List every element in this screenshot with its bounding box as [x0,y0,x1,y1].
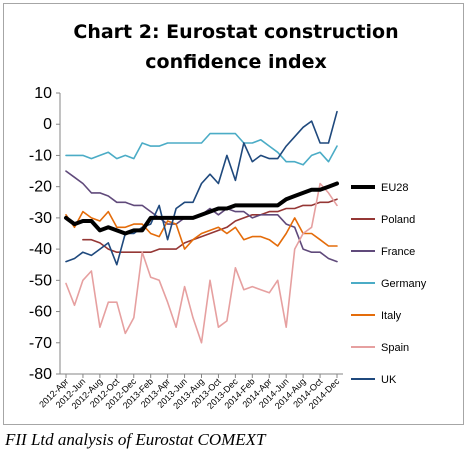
legend: EU28 Poland France Germany Italy Spain UK [351,182,427,386]
legend-label: Poland [381,214,415,226]
y-axis: 10 0 -10 -20 -30 -40 -50 -60 -70 -80 [29,85,61,383]
y-tick-label: -10 [29,147,52,164]
legend-label: Spain [381,342,409,354]
y-tick-label: 10 [34,85,52,102]
y-tick-label: -70 [29,335,52,352]
legend-item-poland: Poland [351,214,415,226]
chart-title-line-1: Chart 2: Eurostat construction [73,21,398,43]
chart-title-line-2: confidence index [145,51,326,73]
chart-title: Chart 2: Eurostat construction confidenc… [73,21,398,73]
y-tick-label: -30 [29,210,52,227]
series-line-spain [65,182,338,344]
series-lines [64,110,339,344]
source-caption: FII Ltd analysis of Eurostat COMEXT [5,430,266,449]
x-axis: 2012-Apr2012-Jun2012-Aug2012-Oct2012-Dec… [37,373,343,411]
legend-label: UK [381,374,397,386]
series-line-uk [65,110,338,266]
series-line-eu28 [64,181,339,236]
legend-item-germany: Germany [351,278,427,290]
line-chart: Chart 2: Eurostat construction confidenc… [29,21,427,411]
legend-label: EU28 [381,182,409,194]
y-tick-label: -80 [29,366,52,383]
legend-item-uk: UK [351,374,397,386]
legend-item-italy: Italy [351,310,402,322]
y-tick-label: 0 [43,116,52,133]
series-line-germany [65,132,338,166]
legend-item-eu28: EU28 [351,182,409,194]
legend-label: Italy [381,310,402,322]
legend-label: France [381,246,415,258]
legend-item-france: France [351,246,415,258]
y-tick-label: -20 [29,179,52,196]
y-tick-label: -60 [29,304,52,321]
series-line-italy [65,210,338,250]
legend-item-spain: Spain [351,342,409,354]
y-tick-label: -50 [29,272,52,289]
series-line-poland [82,198,338,253]
legend-label: Germany [381,278,427,290]
chart-frame: Chart 2: Eurostat construction confidenc… [3,3,464,425]
y-tick-label: -40 [29,241,52,258]
